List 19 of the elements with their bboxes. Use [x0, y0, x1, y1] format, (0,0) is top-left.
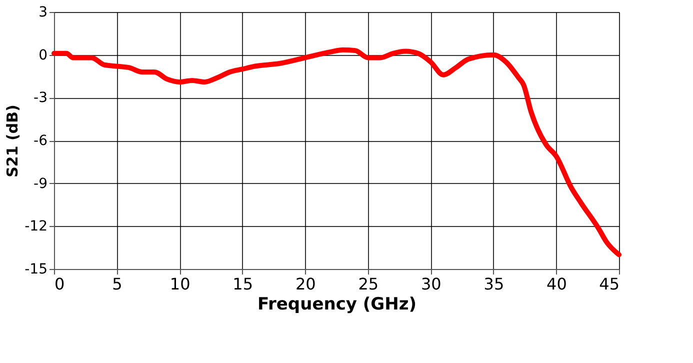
x-tick-label: 35	[484, 274, 504, 294]
x-tick-label: 30	[420, 274, 442, 294]
y-tick-label: 3	[38, 4, 48, 20]
x-tick-label: 25	[358, 274, 379, 294]
x-tick-label: 0	[54, 274, 65, 294]
y-tick-label: -15	[24, 262, 48, 278]
y-axis-title: S21 (dB)	[4, 104, 22, 178]
x-axis-title: Frequency (GHz)	[257, 294, 417, 314]
x-tick-label: 45	[599, 274, 620, 294]
x-tick-label: 10	[170, 274, 190, 294]
x-tick-label: 20	[295, 274, 316, 294]
x-tick-label: 15	[232, 274, 254, 294]
y-tick-label: 0	[38, 47, 48, 64]
y-tick-label: -12	[24, 218, 48, 235]
y-tick-label: -6	[34, 133, 48, 149]
x-tick-label: 40	[546, 274, 567, 294]
y-tick-label: -9	[34, 176, 48, 192]
y-tick-label: -3	[34, 90, 48, 106]
x-tick-label: 5	[112, 274, 122, 294]
